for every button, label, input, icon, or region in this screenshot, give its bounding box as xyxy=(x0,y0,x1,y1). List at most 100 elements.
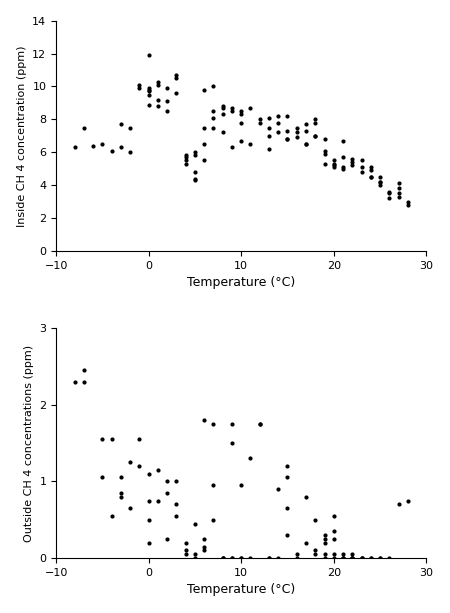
Point xyxy=(191,175,198,185)
Point xyxy=(339,553,346,563)
Point xyxy=(201,534,208,544)
Point xyxy=(386,553,393,563)
Point xyxy=(395,192,402,202)
Point xyxy=(219,553,226,563)
Point xyxy=(349,549,356,559)
Point xyxy=(238,106,245,116)
Point xyxy=(191,167,198,177)
Point xyxy=(182,156,189,166)
Point xyxy=(312,115,319,124)
Point xyxy=(293,549,300,559)
Point xyxy=(163,488,171,498)
Point xyxy=(201,546,208,555)
Point xyxy=(117,142,125,152)
Point xyxy=(339,162,346,172)
Point xyxy=(377,177,384,187)
X-axis label: Temperature (°C): Temperature (°C) xyxy=(187,276,295,289)
Point xyxy=(201,542,208,552)
Point xyxy=(312,118,319,128)
Point xyxy=(219,553,226,563)
Point xyxy=(228,106,235,116)
Point xyxy=(145,515,152,525)
Point xyxy=(182,546,189,555)
Point xyxy=(228,553,235,563)
Y-axis label: Inside CH 4 concentration (ppm): Inside CH 4 concentration (ppm) xyxy=(17,45,27,227)
Point xyxy=(210,123,217,132)
Point xyxy=(321,146,328,156)
Point xyxy=(201,123,208,132)
Point xyxy=(302,120,310,129)
Point xyxy=(238,480,245,490)
Point xyxy=(108,146,115,156)
Point xyxy=(266,553,273,563)
Point xyxy=(321,549,328,559)
Point xyxy=(367,166,374,175)
Point xyxy=(377,553,384,563)
Point xyxy=(90,141,97,151)
Point xyxy=(247,454,254,463)
Point xyxy=(108,434,115,444)
Point xyxy=(219,128,226,137)
Point xyxy=(395,188,402,198)
Point xyxy=(266,131,273,140)
Point xyxy=(256,115,263,124)
Point xyxy=(266,123,273,132)
Point xyxy=(266,553,273,563)
Point xyxy=(404,495,411,505)
Point xyxy=(330,161,338,170)
Point xyxy=(339,553,346,563)
Point xyxy=(219,101,226,111)
Point xyxy=(145,89,152,99)
Point xyxy=(349,553,356,563)
Point xyxy=(302,538,310,547)
Point xyxy=(367,162,374,172)
Point xyxy=(330,511,338,521)
Point xyxy=(321,134,328,144)
Point xyxy=(145,538,152,547)
Point xyxy=(136,80,143,89)
Point xyxy=(108,511,115,521)
Point xyxy=(404,200,411,210)
Point xyxy=(191,553,198,563)
Point xyxy=(386,187,393,197)
Point xyxy=(163,476,171,486)
Point xyxy=(154,465,162,474)
Point xyxy=(126,123,134,132)
X-axis label: Temperature (°C): Temperature (°C) xyxy=(187,584,295,596)
Point xyxy=(80,365,87,375)
Point xyxy=(247,553,254,563)
Point xyxy=(284,126,291,135)
Point xyxy=(201,85,208,94)
Point xyxy=(191,519,198,528)
Point xyxy=(358,553,365,563)
Point xyxy=(293,132,300,142)
Point xyxy=(71,142,78,152)
Point xyxy=(284,134,291,144)
Point xyxy=(358,162,365,172)
Point xyxy=(284,461,291,471)
Point xyxy=(349,154,356,164)
Point xyxy=(173,476,180,486)
Point xyxy=(349,553,356,563)
Point xyxy=(312,549,319,559)
Point xyxy=(321,538,328,547)
Point xyxy=(293,128,300,137)
Point xyxy=(330,549,338,559)
Point xyxy=(117,120,125,129)
Point xyxy=(284,503,291,513)
Point xyxy=(210,480,217,490)
Point xyxy=(219,553,226,563)
Point xyxy=(173,70,180,80)
Point xyxy=(274,128,282,137)
Point xyxy=(99,473,106,482)
Point xyxy=(358,553,365,563)
Point xyxy=(182,151,189,161)
Point xyxy=(238,110,245,120)
Point xyxy=(191,549,198,559)
Point xyxy=(284,530,291,540)
Point xyxy=(219,103,226,113)
Point xyxy=(386,193,393,203)
Point xyxy=(256,419,263,428)
Point xyxy=(228,419,235,428)
Point xyxy=(136,461,143,471)
